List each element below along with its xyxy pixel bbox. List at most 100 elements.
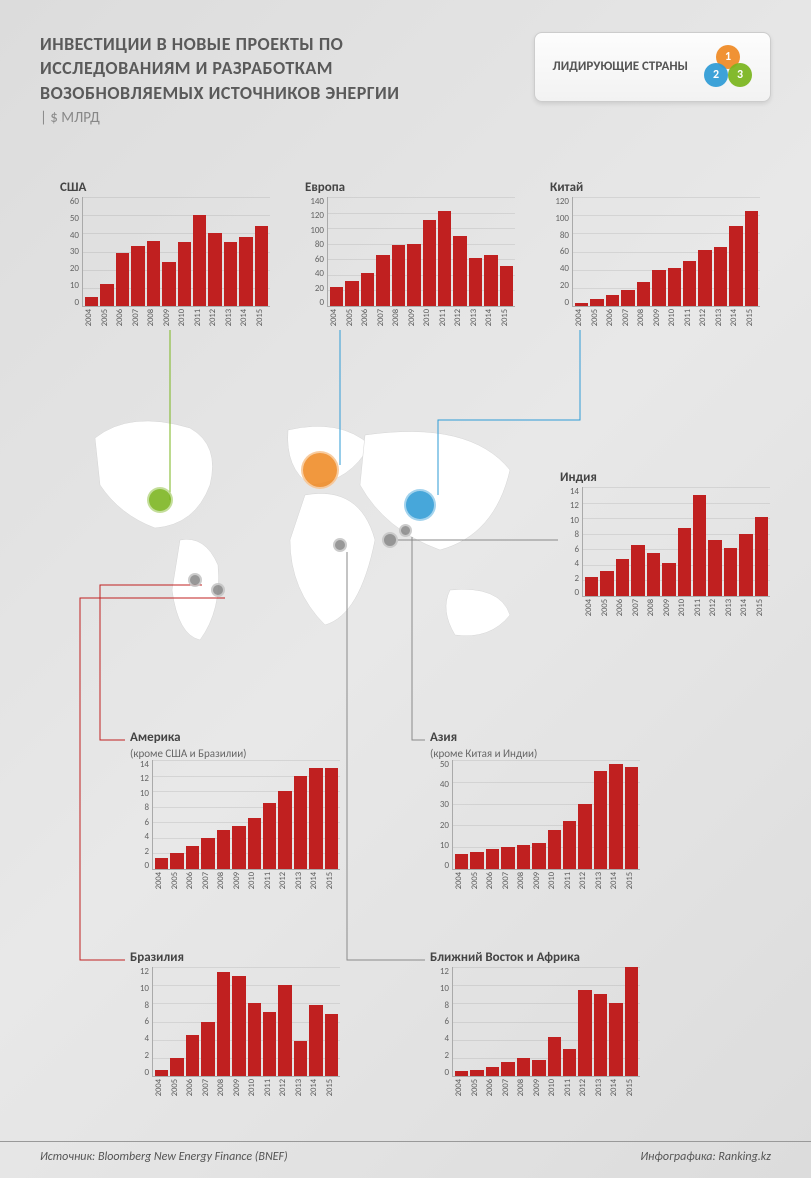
bar [232,826,245,869]
bar [594,771,607,869]
bar [724,548,737,596]
chart-title: Индия [560,470,770,485]
chart-subtitle: (кроме Китая и Индии) [430,747,640,760]
x-axis: 2004200520062007200820092010201120122013… [152,1077,340,1098]
bar [600,571,613,596]
plot-area [152,760,340,870]
bar [652,270,665,306]
chart-america: Америка(кроме США и Бразилии)02468101214… [130,730,340,891]
bar [170,853,183,869]
bar [278,985,291,1076]
bar [392,245,405,306]
bar [609,764,622,869]
bar [714,247,727,306]
legend-circles: 1 2 3 [702,45,752,89]
bar [517,1058,530,1076]
bar [309,1005,322,1076]
chart-brazil: Бразилия02468101220042005200620072008200… [130,950,340,1098]
bar [739,534,752,596]
bar [486,1067,499,1076]
map-marker-m-usa [147,487,173,513]
bar [625,967,638,1076]
bar [186,846,199,869]
bar [193,215,206,306]
bar [500,266,513,306]
bar [455,854,468,869]
page-title: ИНВЕСТИЦИИ В НОВЫЕ ПРОЕКТЫ ПО ИССЛЕДОВАН… [40,32,490,105]
page-subtitle: | $ МЛРД [40,109,490,127]
bar [162,262,175,306]
africa-shape [290,493,375,625]
bar [131,246,144,306]
bar [484,255,497,306]
bar [186,1035,199,1076]
y-axis: 02468101214 [560,487,582,597]
y-axis: 024681012 [430,967,452,1077]
y-axis: 02468101214 [130,760,152,870]
bar [698,250,711,306]
bar [116,253,129,306]
chart-title: Америка [130,730,340,745]
y-axis: 01020304050 [430,760,452,870]
chart-china: Китай02040608010012020042005200620072008… [550,180,760,328]
legend-label: ЛИДИРУЮЩИЕ СТРАНЫ [553,59,688,75]
plot-area [452,967,640,1077]
plot-area [572,197,760,307]
bar [155,1070,168,1076]
x-axis: 2004200520062007200820092010201120122013… [582,597,770,618]
world-map [40,390,540,690]
bar [470,1070,483,1076]
chart-india: Индия 02468101214200420052006200720082009… [560,470,770,618]
chart-europe: Европа0204060801001201402004200520062007… [305,180,515,328]
y-axis: 024681012 [130,967,152,1077]
bar [625,767,638,869]
bar [532,843,545,869]
map-marker-m-americas [188,573,202,587]
y-axis: 0102030405060 [60,197,82,307]
bar [407,244,420,306]
bar [263,1012,276,1076]
bar [248,818,261,869]
bar [578,804,591,869]
asia-shape [360,432,510,550]
legend-box: ЛИДИРУЮЩИЕ СТРАНЫ 1 2 3 [534,32,771,102]
bar [683,261,696,306]
bar [501,1062,514,1076]
bar [631,545,644,596]
x-axis: 2004200520062007200820092010201120122013… [452,870,640,891]
bar [486,849,499,869]
bar [708,540,721,596]
bar [100,284,113,306]
plot-area [82,197,270,307]
bar [563,1049,576,1076]
bar [423,220,436,306]
bar [590,299,603,306]
bar [147,241,160,306]
chart-asia: Азия(кроме Китая и Индии)010203040502004… [430,730,640,891]
bar [294,1041,307,1076]
bar [278,791,291,869]
bar [693,495,706,596]
bar [729,226,742,306]
bar [438,211,451,306]
credit-label: Инфографика: Ranking.kz [640,1150,771,1164]
bar [217,830,230,869]
bar [263,803,276,869]
bar [345,281,358,306]
bar [585,577,598,596]
chart-title: США [60,180,270,195]
chart-title: Китай [550,180,760,195]
bar [255,226,268,306]
bar [325,1014,338,1076]
bar [217,972,230,1076]
chart-usa: США0102030405060200420052006200720082009… [60,180,270,328]
legend-rank-3: 3 [728,63,752,87]
bar [469,258,482,306]
bar [532,1060,545,1076]
bar [178,242,191,306]
title-block: ИНВЕСТИЦИИ В НОВЫЕ ПРОЕКТЫ ПО ИССЛЕДОВАН… [40,32,490,127]
bar [578,990,591,1076]
bar [470,852,483,869]
x-axis: 2004200520062007200820092010201120122013… [452,1077,640,1098]
bar [208,233,221,306]
